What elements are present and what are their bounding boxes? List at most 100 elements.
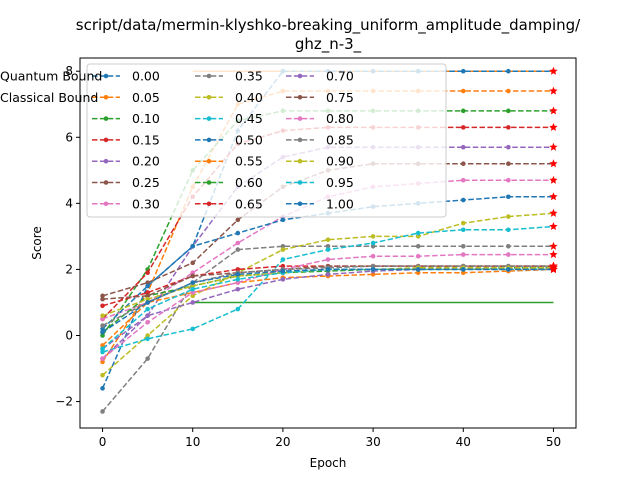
legend-label-10: 0.50	[235, 132, 263, 147]
series-point-10-4	[280, 217, 286, 223]
legend-marker-4	[103, 158, 109, 164]
legend-entry-17: 0.85	[286, 132, 354, 147]
legend-label-18: 0.90	[326, 154, 354, 169]
series-point-20-8	[460, 267, 466, 272]
legend-label-0: 0.00	[132, 69, 160, 84]
series-point-9-1	[145, 336, 150, 342]
series-point-6-3	[235, 240, 241, 246]
legend-label-20: 1.00	[326, 196, 354, 211]
series-line-3	[102, 126, 554, 320]
series-point-14-3	[235, 286, 241, 292]
y-axis-label: Score	[30, 226, 44, 260]
series-point-9-3	[235, 306, 241, 312]
series-point-10-1	[145, 283, 150, 289]
series-point-7-8	[460, 244, 466, 249]
plot-area	[100, 66, 558, 414]
legend-box	[86, 63, 447, 218]
chart-title-line1: script/data/mermin-klyshko-breaking_unif…	[76, 16, 581, 35]
legend-marker-6	[103, 201, 109, 207]
series-point-16-9	[506, 252, 511, 257]
x-tick-label-2: 20	[275, 435, 290, 449]
series-point-2-9	[506, 108, 511, 114]
series-point-6-2	[190, 270, 196, 276]
series-point-6-0	[100, 316, 105, 322]
series-point-1-0	[100, 359, 105, 365]
legend-marker-15	[297, 95, 303, 100]
end-marker-9	[549, 222, 558, 231]
series-point-9-4	[280, 257, 286, 262]
y-tick-label-0: −2	[55, 395, 73, 409]
legend-marker-16	[297, 116, 303, 121]
legend-entry-4: 0.20	[92, 154, 160, 169]
legend-label-14: 0.70	[326, 69, 354, 84]
series-point-15-0	[100, 296, 105, 302]
legend-marker-18	[297, 158, 303, 164]
end-marker-4	[549, 142, 558, 151]
series-8	[100, 212, 554, 378]
series-point-16-6	[370, 253, 376, 259]
legend-label-19: 0.95	[326, 175, 354, 190]
legend-marker-12	[206, 180, 212, 185]
series-point-4-9	[506, 144, 511, 150]
end-marker-0	[549, 66, 558, 75]
series-point-16-0	[100, 356, 105, 361]
series-point-4-8	[460, 144, 466, 150]
end-marker-7	[549, 241, 558, 250]
y-tick-label-5: 8	[65, 64, 73, 78]
axes-frame	[79, 57, 577, 429]
legend-entry-20: 1.00	[286, 196, 354, 211]
series-point-0-0	[100, 386, 105, 391]
legend-entry-5: 0.25	[92, 175, 160, 190]
series-point-2-0	[100, 333, 105, 338]
series-point-18-0	[100, 313, 105, 318]
legend-marker-5	[103, 180, 109, 185]
series-point-6-9	[506, 177, 511, 183]
legend-entry-1: 0.05	[92, 90, 160, 105]
series-point-13-3	[235, 267, 241, 272]
series-point-7-6	[370, 244, 376, 249]
series-point-13-4	[280, 263, 286, 269]
legend-marker-20	[297, 201, 303, 207]
legend-marker-8	[206, 95, 212, 100]
axes-layer: 0 10 20 30 40 50 −2 0 2 4 6 8	[55, 57, 577, 449]
end-marker-10	[549, 192, 558, 201]
series-point-20-6	[370, 267, 376, 272]
series-point-11-7	[415, 270, 421, 276]
series-point-8-8	[460, 220, 466, 226]
legend-entry-19: 0.95	[286, 175, 354, 190]
series-point-7-7	[415, 244, 421, 249]
series-point-11-8	[460, 270, 466, 276]
series-point-14-2	[190, 300, 196, 305]
series-point-1-8	[460, 88, 466, 94]
series-point-14-5	[325, 272, 331, 277]
series-point-16-5	[325, 257, 331, 262]
legend-label-11: 0.55	[235, 154, 263, 169]
legend-entry-2: 0.10	[92, 111, 160, 126]
series-point-8-7	[415, 234, 421, 239]
series-point-20-5	[325, 267, 331, 272]
series-point-13-1	[145, 290, 150, 295]
series-point-20-0	[100, 329, 105, 335]
legend-entry-11: 0.55	[195, 154, 263, 169]
series-point-16-8	[460, 252, 466, 257]
series-point-20-9	[506, 267, 511, 272]
series-line-17	[102, 265, 554, 327]
series-point-7-9	[506, 244, 511, 249]
series-point-16-3	[235, 280, 241, 285]
series-point-7-0	[100, 409, 105, 414]
series-point-5-1	[145, 280, 150, 285]
legend-entry-22: Classical Bound	[0, 90, 98, 105]
series-9	[100, 225, 554, 355]
end-marker-5	[549, 159, 558, 168]
x-tick-label-4: 40	[456, 435, 471, 449]
chart-title-line2: ghz_n-3_	[295, 35, 362, 54]
series-point-11-6	[370, 272, 376, 277]
series-point-20-4	[280, 268, 286, 274]
y-tick-label-4: 6	[65, 130, 73, 144]
series-point-9-6	[370, 240, 376, 246]
series-point-19-0	[100, 346, 105, 352]
series-point-15-2	[190, 273, 196, 279]
legend-label-2: 0.10	[132, 111, 160, 126]
legend-entry-15: 0.75	[286, 90, 354, 105]
